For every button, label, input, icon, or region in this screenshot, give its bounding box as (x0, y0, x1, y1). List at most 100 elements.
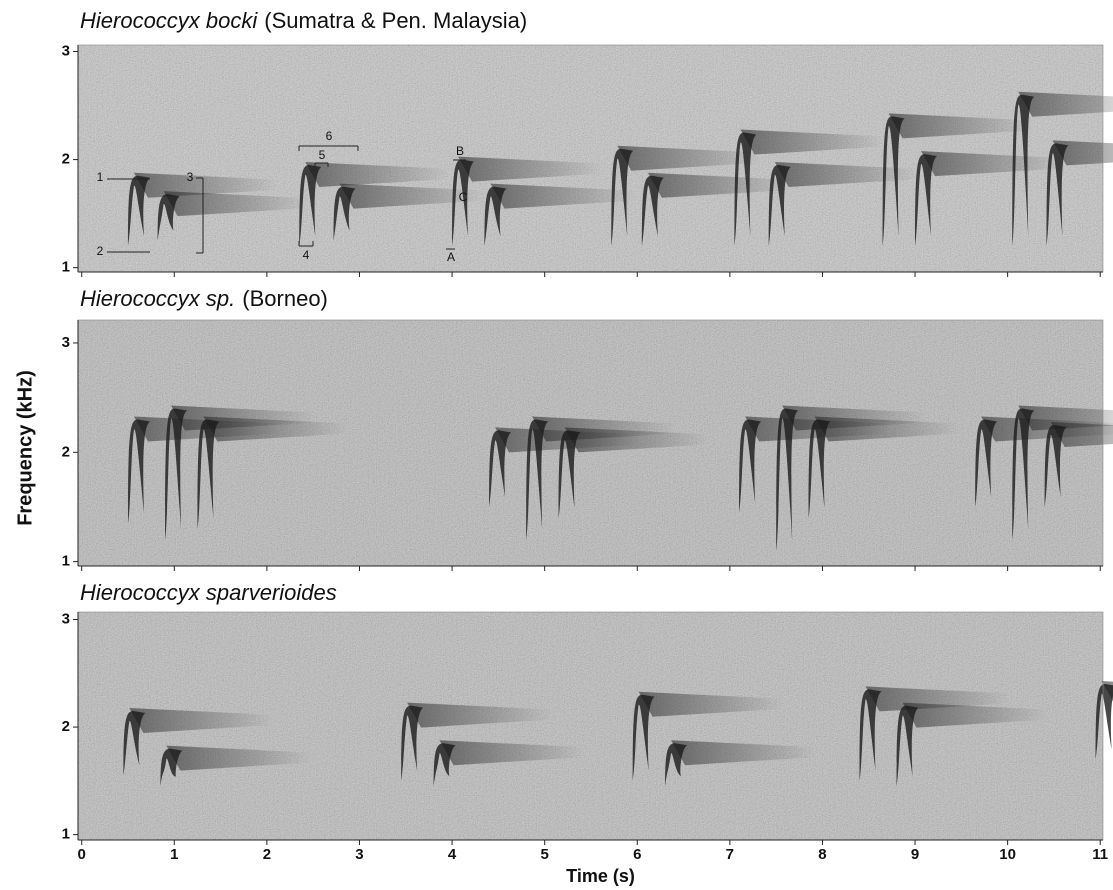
note (915, 154, 938, 247)
note-tail (458, 156, 603, 182)
note-tail (921, 151, 1066, 177)
species-name: Hierococcyx sp. (80, 286, 235, 311)
note (1044, 424, 1067, 507)
y-tick-label: 3 (62, 42, 70, 59)
note (896, 705, 919, 787)
x-tick-label: 10 (999, 846, 1016, 863)
panel-title: Hierococcyx sp. (Borneo) (80, 286, 328, 311)
note (123, 710, 146, 776)
y-tick-label: 3 (62, 610, 70, 627)
note-tail (647, 172, 792, 198)
note-tail (439, 740, 584, 766)
note (1012, 408, 1035, 540)
note-tail (1050, 421, 1113, 447)
y-tick-label: 2 (62, 443, 70, 460)
annotation-label: C (459, 190, 468, 204)
note-tail (671, 740, 816, 766)
note (128, 419, 150, 524)
y-tick-label: 1 (62, 259, 70, 276)
note (611, 148, 634, 247)
note (882, 116, 905, 247)
panel: Hierococcyx sp. (Borneo) 1 2 3 Frequency (kHz… (14, 286, 1113, 571)
panel-title: Hierococcyx bocki (Sumatra & Pen. Malaysi… (80, 8, 527, 33)
y-tick-label: 1 (62, 826, 70, 843)
y-tick-label: 2 (62, 151, 70, 168)
y-axis-label: Frequency (kHz) (14, 370, 36, 526)
annotation-label: 2 (97, 244, 104, 258)
x-axis-label: Time (s) (566, 866, 635, 886)
note (157, 194, 180, 241)
note-tail (203, 416, 348, 442)
note (808, 419, 831, 518)
note-tail (163, 191, 308, 217)
x-tick-label: 7 (726, 846, 734, 863)
annotation-label: A (447, 250, 455, 264)
note (975, 419, 998, 507)
note (632, 694, 655, 781)
note-tail (902, 702, 1047, 728)
note (665, 743, 688, 787)
x-tick-label: 1 (170, 846, 178, 863)
note (768, 164, 791, 247)
note (333, 186, 356, 241)
note (160, 748, 183, 787)
note-tail (740, 129, 885, 155)
note (1095, 684, 1113, 760)
panel: Hierococcyx bocki (Sumatra & Pen. Malaysi… (62, 8, 1113, 277)
note (128, 175, 150, 247)
note-tail (564, 427, 709, 453)
note-tail (339, 183, 484, 209)
note (299, 164, 322, 247)
note (165, 408, 188, 540)
note (1046, 143, 1069, 247)
annotation-label: 3 (187, 170, 194, 184)
y-tick-label: 3 (62, 334, 70, 351)
annotation-label: 6 (326, 129, 333, 143)
x-tick-label: 8 (818, 846, 826, 863)
note-tail (166, 745, 311, 771)
note (433, 743, 456, 787)
note-tail (888, 113, 1033, 139)
species-name: Hierococcyx bocki (80, 8, 258, 33)
x-tick-label: 6 (633, 846, 641, 863)
note-tail (617, 145, 762, 171)
x-tick-label: 2 (263, 846, 271, 863)
note-tail (638, 691, 783, 717)
note (484, 186, 507, 247)
note-tail (1052, 140, 1113, 166)
note (558, 430, 581, 518)
x-tick-label: 3 (355, 846, 363, 863)
x-tick-label: 0 (78, 846, 86, 863)
x-tick-label: 4 (448, 846, 457, 863)
y-tick-label: 2 (62, 718, 70, 735)
x-tick-label: 9 (911, 846, 919, 863)
note (526, 419, 549, 540)
note (859, 689, 882, 781)
annotation-label: 1 (97, 170, 104, 184)
region-name: (Borneo) (242, 286, 328, 311)
note (452, 159, 475, 247)
note-tail (129, 707, 274, 733)
note-tail (865, 686, 1010, 712)
species-name: Hierococcyx sparverioides (80, 580, 337, 605)
note (197, 419, 220, 529)
note (1012, 94, 1035, 247)
annotation-label: 5 (319, 148, 326, 162)
note (739, 419, 762, 513)
x-tick-label: 11 (1092, 846, 1108, 863)
note (401, 705, 424, 781)
panel-title: Hierococcyx sparverioides (80, 580, 337, 605)
y-tick-label: 1 (62, 553, 70, 570)
note-tail (814, 416, 959, 442)
note (776, 408, 799, 551)
note-tail (407, 702, 552, 728)
x-tick-label: 5 (540, 846, 548, 863)
note-tail (305, 161, 450, 187)
note (734, 132, 757, 247)
annotation-label: 4 (303, 248, 310, 262)
note-tail (1018, 91, 1113, 117)
annotation-label: B (456, 144, 464, 158)
